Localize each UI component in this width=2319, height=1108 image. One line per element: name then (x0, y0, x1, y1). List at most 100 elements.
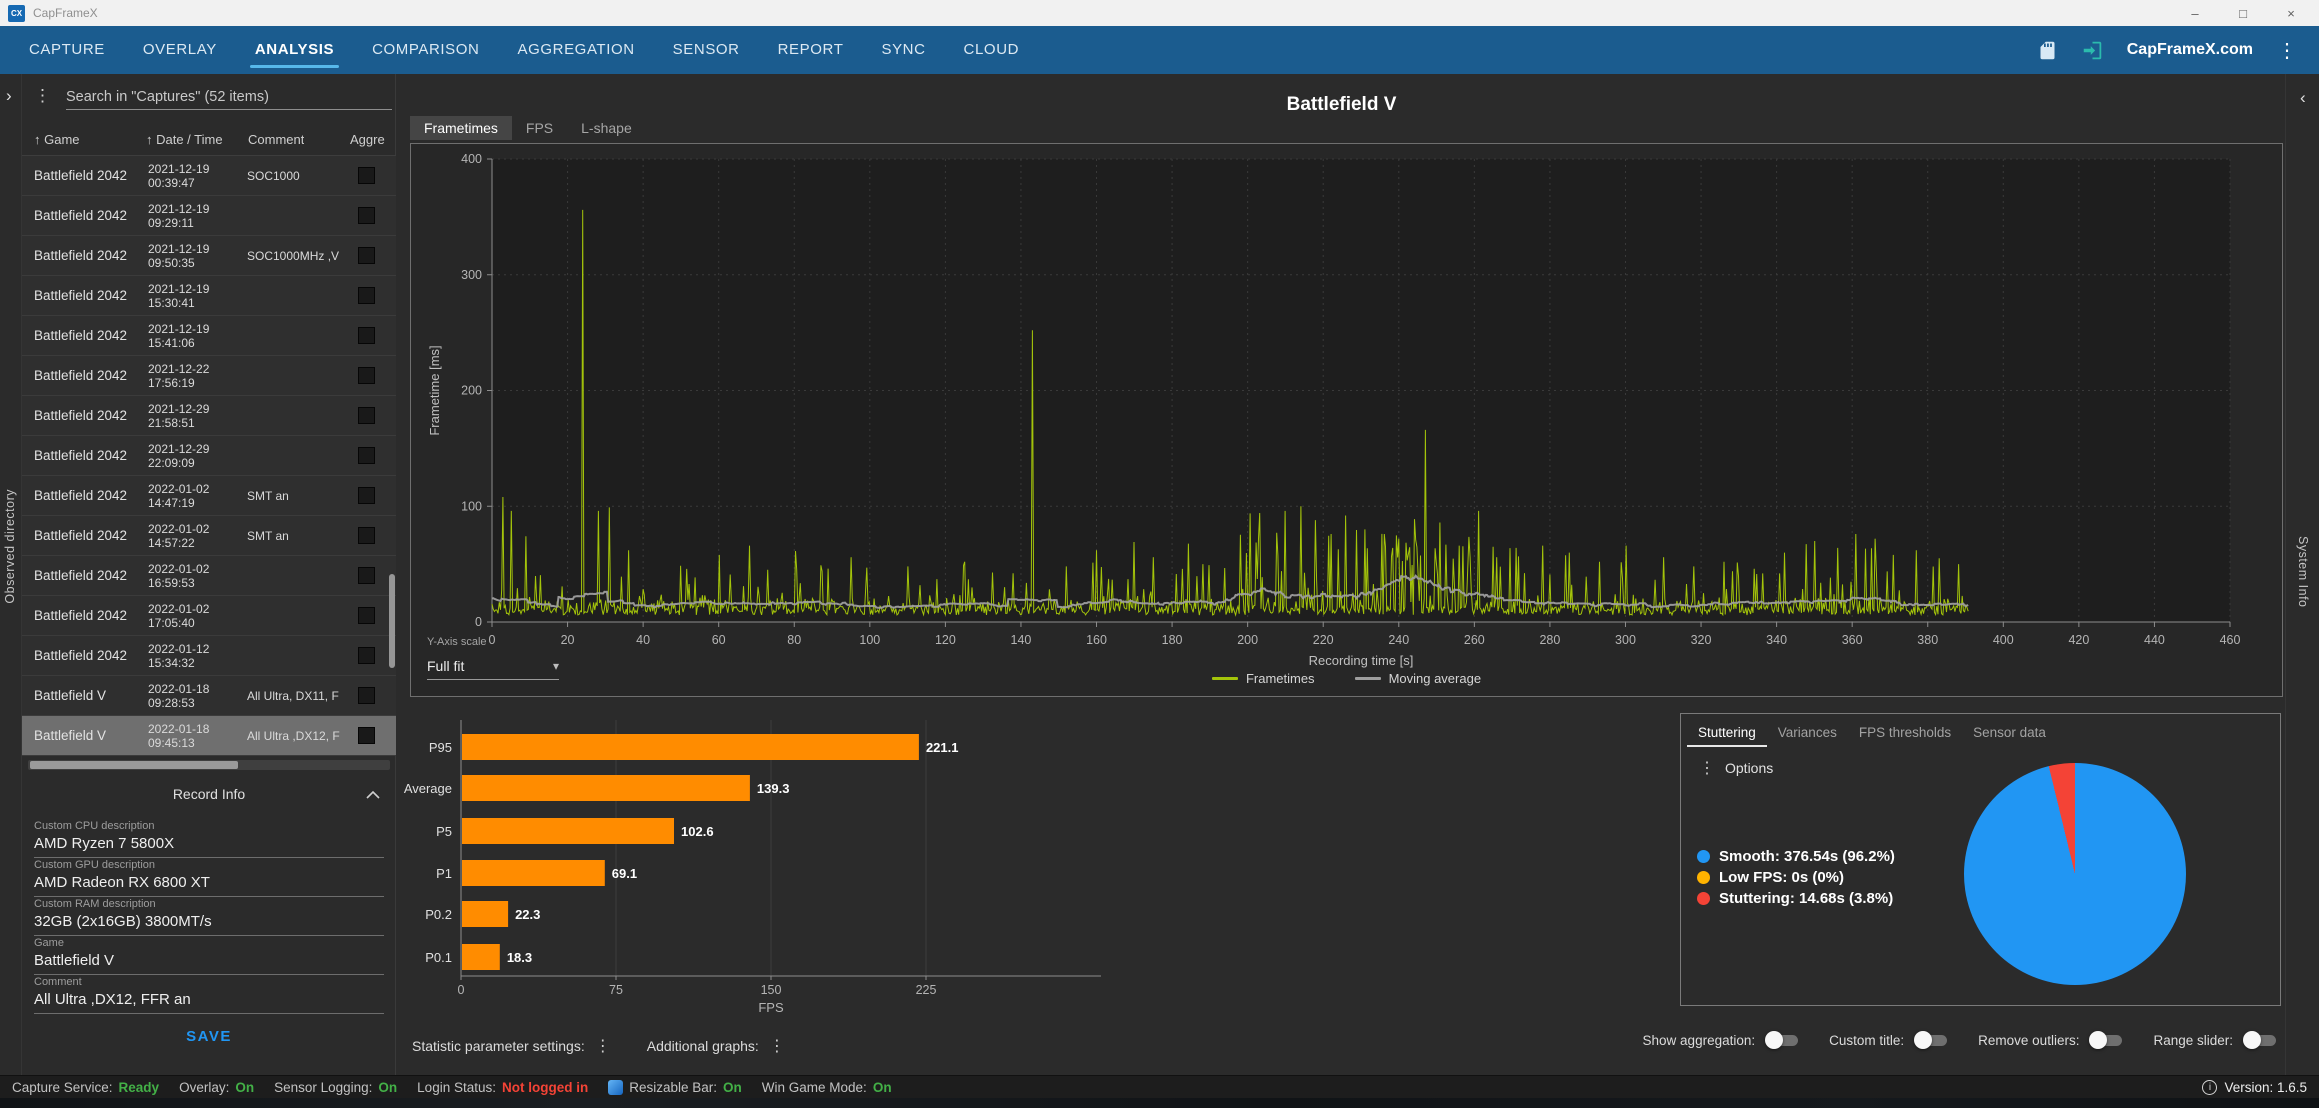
expand-system-info-chevron-icon[interactable]: ‹ (2300, 88, 2306, 107)
capture-row[interactable]: Battlefield 2042 2021-12-29 22:09:09 (22, 436, 396, 476)
nav-tab-sensor[interactable]: SENSOR (672, 41, 740, 58)
aggregation-checkbox[interactable] (358, 607, 375, 624)
capture-row[interactable]: Battlefield 2042 2022-01-02 17:05:40 (22, 596, 396, 636)
record-field-custom-gpu-description: Custom GPU description AMD Radeon RX 6800… (34, 859, 384, 897)
capframex-site-link[interactable]: CapFrameX.com (2126, 41, 2253, 58)
record-field-input[interactable]: AMD Ryzen 7 5800X (34, 832, 384, 858)
aggregation-checkbox[interactable] (358, 287, 375, 304)
nav-tab-sync[interactable]: SYNC (881, 41, 926, 58)
toggle-remove-outliers[interactable] (2089, 1031, 2125, 1049)
capture-row[interactable]: Battlefield 2042 2021-12-19 15:30:41 (22, 276, 396, 316)
nav-tab-capture[interactable]: CAPTURE (29, 41, 105, 58)
frametimes-legend: Frametimes Moving average (411, 671, 2282, 686)
svg-text:69.1: 69.1 (612, 866, 637, 881)
aggregation-checkbox[interactable] (358, 367, 375, 384)
analysis-tab-stuttering[interactable]: Stuttering (1687, 720, 1767, 747)
svg-text:380: 380 (1917, 633, 1938, 647)
system-info-strip: ‹ System Info (2285, 74, 2319, 1075)
status-value: Ready (118, 1079, 160, 1095)
aggregation-checkbox[interactable] (358, 567, 375, 584)
table-horizontal-scrollbar[interactable] (28, 760, 390, 770)
capture-row[interactable]: Battlefield 2042 2022-01-12 15:34:32 (22, 636, 396, 676)
capture-row[interactable]: Battlefield 2042 2022-01-02 14:57:22 SMT an (22, 516, 396, 556)
record-field-input[interactable]: All Ultra ,DX12, FFR an (34, 988, 384, 1014)
nav-tab-cloud[interactable]: CLOUD (963, 41, 1020, 58)
capture-row[interactable]: Battlefield 2042 2021-12-22 17:56:19 (22, 356, 396, 396)
capture-row[interactable]: Battlefield 2042 2022-01-02 16:59:53 (22, 556, 396, 596)
close-button[interactable]: × (2287, 5, 2295, 21)
svg-text:FPS: FPS (758, 1000, 784, 1015)
toggle-item-show-aggregation: Show aggregation: (1643, 1031, 1802, 1049)
minimize-button[interactable]: – (2191, 5, 2199, 21)
toggle-range-slider[interactable] (2243, 1031, 2279, 1049)
toggle-show-aggregation[interactable] (1765, 1031, 1801, 1049)
capture-row[interactable]: Battlefield 2042 2021-12-19 15:41:06 (22, 316, 396, 356)
aggregation-checkbox[interactable] (358, 487, 375, 504)
maximize-button[interactable]: □ (2239, 5, 2247, 21)
capture-row[interactable]: Battlefield 2042 2021-12-19 00:39:47 SOC100… (22, 156, 396, 196)
options-menu-icon[interactable]: ⋮ (1699, 760, 1715, 777)
chart-tab-frametimes[interactable]: Frametimes (410, 116, 512, 140)
capture-row[interactable]: Battlefield 2042 2021-12-29 21:58:51 (22, 396, 396, 436)
capture-row[interactable]: Battlefield V 2022-01-18 09:28:53 All Ultra… (22, 676, 396, 716)
nav-tab-comparison[interactable]: COMPARISON (372, 41, 480, 58)
column-header-date-time[interactable]: ↑ Date / Time (146, 132, 223, 147)
aggregation-checkbox[interactable] (358, 647, 375, 664)
toggle-item-remove-outliers: Remove outliers: (1978, 1031, 2125, 1049)
capture-card-icon[interactable] (2037, 40, 2058, 61)
aggregation-checkbox[interactable] (358, 527, 375, 544)
analysis-tab-sensor-data[interactable]: Sensor data (1973, 725, 2046, 740)
record-field-input[interactable]: 32GB (2x16GB) 3800MT/s (34, 910, 384, 936)
additional-graphs-menu-icon[interactable]: ⋮ (768, 1038, 785, 1055)
aggregation-checkbox[interactable] (358, 687, 375, 704)
yaxis-scale-select[interactable]: Full fit ▾ (427, 652, 559, 680)
analysis-tab-fps-thresholds[interactable]: FPS thresholds (1858, 725, 1952, 740)
svg-text:100: 100 (859, 633, 880, 647)
nav-overflow-menu-icon[interactable]: ⋮ (2277, 39, 2297, 62)
svg-text:40: 40 (636, 633, 650, 647)
aggregation-checkbox[interactable] (358, 207, 375, 224)
login-icon[interactable] (2082, 40, 2103, 61)
aggregation-checkbox[interactable] (358, 727, 375, 744)
nav-tab-overlay[interactable]: OVERLAY (142, 41, 217, 58)
capture-row[interactable]: Battlefield 2042 2022-01-02 14:47:19 SMT an (22, 476, 396, 516)
system-info-label[interactable]: System Info (2296, 536, 2310, 608)
table-vertical-scrollbar[interactable] (389, 574, 395, 668)
capture-row[interactable]: Battlefield 2042 2021-12-19 09:50:35 SOC100… (22, 236, 396, 276)
nav-tabs: CAPTURE OVERLAY ANALYSIS COMPARISON AGGREGAT… (10, 26, 1038, 74)
aggregation-checkbox[interactable] (358, 407, 375, 424)
expand-directory-chevron-icon[interactable]: › (6, 86, 12, 105)
horizontal-scrollbar-thumb[interactable] (30, 761, 238, 769)
svg-text:200: 200 (1237, 633, 1258, 647)
record-field-input[interactable]: Battlefield V (34, 949, 384, 975)
toggle-custom-title[interactable] (1914, 1031, 1950, 1049)
aggregation-checkbox[interactable] (358, 167, 375, 184)
captures-search-input[interactable] (66, 84, 392, 110)
legend-swatch (1211, 677, 1238, 680)
aggregation-checkbox[interactable] (358, 447, 375, 464)
capture-game: Battlefield 2042 (34, 408, 128, 423)
info-icon[interactable]: i (2202, 1079, 2218, 1095)
collapse-chevron-icon[interactable] (366, 791, 380, 799)
captures-menu-icon[interactable]: ⋮ (34, 86, 51, 105)
nav-tab-report[interactable]: REPORT (777, 41, 844, 58)
save-button[interactable]: SAVE (186, 1028, 232, 1045)
analysis-tab-variances[interactable]: Variances (1777, 725, 1837, 740)
nav-tab-analysis[interactable]: ANALYSIS (236, 26, 353, 74)
svg-text:220: 220 (1313, 633, 1334, 647)
capture-row[interactable]: Battlefield V 2022-01-18 09:45:13 All Ultra… (22, 716, 396, 756)
aggregation-checkbox[interactable] (358, 327, 375, 344)
capture-game: Battlefield V (34, 728, 107, 743)
captures-sidebar: ⋮ ↑ Game ↑ Date / Time Comment Aggre Battle… (22, 74, 396, 1075)
nav-tab-aggregation[interactable]: AGGREGATION (517, 41, 635, 58)
record-field-input[interactable]: AMD Radeon RX 6800 XT (34, 871, 384, 897)
column-header-game[interactable]: ↑ Game (34, 132, 80, 147)
observed-directory-label[interactable]: Observed directory (3, 489, 17, 604)
desktop-taskbar-sliver (0, 1098, 2319, 1108)
chart-tab-fps[interactable]: FPS (525, 120, 554, 136)
chart-tab-l-shape[interactable]: L-shape (581, 120, 632, 136)
capture-row[interactable]: Battlefield 2042 2021-12-19 09:29:11 (22, 196, 396, 236)
frametimes-chart[interactable]: 0 20 40 60 80 100 120 140 160 180 200 220 240 260 280 3… (411, 144, 2284, 698)
statistic-settings-menu-icon[interactable]: ⋮ (594, 1038, 611, 1055)
aggregation-checkbox[interactable] (358, 247, 375, 264)
